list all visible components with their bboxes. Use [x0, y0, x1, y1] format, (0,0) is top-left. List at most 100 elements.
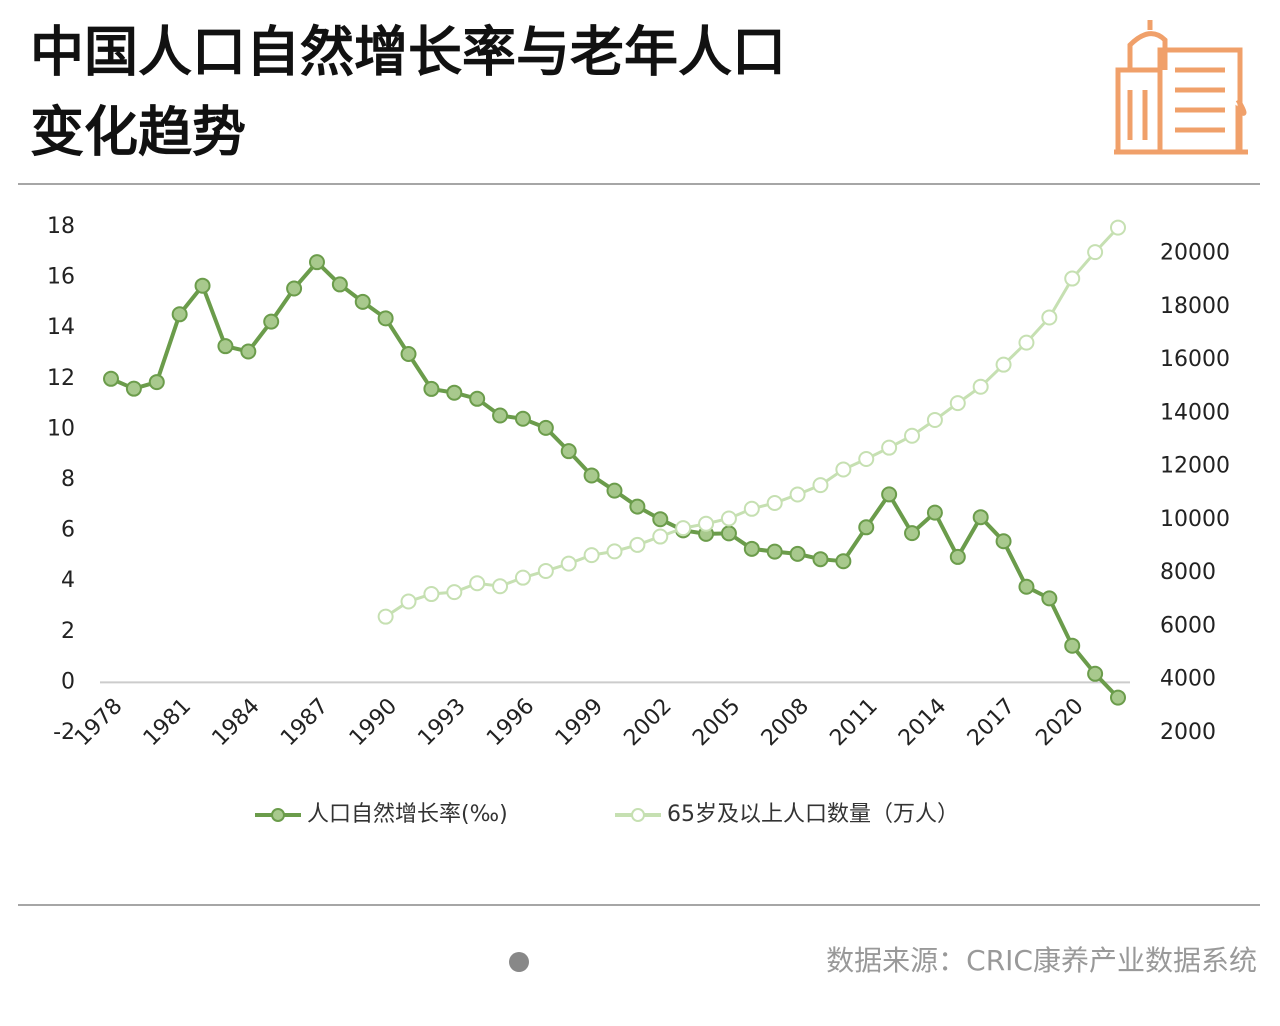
- y2-tick-label: 20000: [1160, 241, 1230, 266]
- point: [949, 548, 966, 565]
- y2-tick-label: 10000: [1160, 507, 1230, 532]
- point: [240, 343, 257, 360]
- point: [537, 419, 554, 436]
- point: [492, 407, 509, 424]
- point: [103, 370, 119, 387]
- point: [743, 540, 760, 557]
- y2-tick-label: 14000: [1160, 400, 1230, 425]
- point: [949, 395, 966, 412]
- point: [766, 495, 783, 512]
- point: [217, 338, 234, 355]
- series-line: [384, 226, 1120, 618]
- point: [812, 551, 829, 568]
- point: [812, 477, 829, 494]
- point: [926, 504, 943, 521]
- point: [789, 545, 806, 562]
- point: [308, 254, 325, 271]
- point: [537, 562, 554, 579]
- x-tick-label: 2011: [825, 694, 882, 751]
- footer-dot: [509, 952, 529, 972]
- point: [652, 528, 669, 545]
- point: [606, 482, 623, 499]
- x-tick-label: 1996: [482, 694, 539, 751]
- point: [1041, 309, 1058, 326]
- y2-tick-label: 6000: [1160, 613, 1216, 638]
- x-tick-label: 2014: [894, 694, 951, 751]
- legend-label: 人口自然增长率(‰): [307, 802, 508, 827]
- point: [1110, 219, 1126, 236]
- point: [514, 410, 531, 427]
- x-tick-label: 1990: [345, 694, 402, 751]
- point: [904, 525, 921, 542]
- y-tick-label: 10: [47, 416, 75, 441]
- point: [423, 380, 440, 397]
- point: [194, 277, 211, 294]
- point: [583, 547, 600, 564]
- point: [720, 525, 737, 542]
- y-tick-label: 16: [47, 265, 75, 290]
- point: [377, 608, 394, 625]
- point: [904, 427, 921, 444]
- point: [400, 346, 417, 363]
- point: [286, 280, 303, 297]
- y2-tick-label: 8000: [1160, 560, 1216, 585]
- point: [629, 498, 646, 515]
- point: [835, 461, 852, 478]
- point: [423, 586, 440, 603]
- legend-label: 65岁及以上人口数量（万人）: [667, 802, 959, 827]
- building-icon: [1114, 20, 1248, 155]
- point: [171, 306, 188, 323]
- point: [469, 390, 486, 407]
- point: [835, 553, 852, 570]
- point: [125, 380, 142, 397]
- x-tick-label: 1987: [276, 694, 333, 751]
- x-tick-label: 2002: [619, 694, 676, 751]
- y-tick-label: 14: [47, 315, 75, 340]
- point: [720, 510, 737, 527]
- x-tick-label: 2017: [963, 694, 1020, 751]
- y2-tick-label: 2000: [1160, 720, 1216, 745]
- point: [446, 384, 463, 401]
- point: [400, 593, 417, 610]
- point: [881, 486, 898, 503]
- y-tick-label: 12: [47, 366, 75, 391]
- point: [881, 439, 898, 456]
- point: [789, 486, 806, 503]
- y2-tick-label: 16000: [1160, 347, 1230, 372]
- point: [972, 509, 989, 526]
- x-tick-label: 2020: [1031, 694, 1088, 751]
- y2-tick-label: 12000: [1160, 454, 1230, 479]
- point: [743, 500, 760, 517]
- point: [995, 533, 1012, 550]
- point: [377, 310, 394, 327]
- x-tick-label: 2008: [757, 694, 814, 751]
- x-tick-label: 1978: [70, 694, 127, 751]
- source: 数据来源：CRIC康养产业数据系统: [826, 944, 1257, 977]
- point: [560, 443, 577, 460]
- point: [652, 511, 669, 528]
- legend-marker: [271, 808, 285, 822]
- point: [698, 515, 715, 532]
- x-tick-label: 2005: [688, 694, 745, 751]
- point: [469, 575, 486, 592]
- y-tick-label: 0: [61, 669, 75, 694]
- legend-marker: [631, 808, 645, 822]
- point: [492, 578, 509, 595]
- point: [331, 276, 348, 293]
- y-tick-label: -2: [53, 720, 75, 745]
- series-line: [110, 259, 1120, 699]
- point: [995, 356, 1012, 373]
- x-tick-label: 1999: [551, 694, 608, 751]
- point: [1110, 689, 1126, 706]
- y-tick-label: 4: [61, 568, 75, 593]
- point: [972, 378, 989, 395]
- point: [1087, 665, 1104, 682]
- y2-tick-label: 4000: [1160, 667, 1216, 692]
- point: [1087, 244, 1104, 261]
- point: [148, 374, 165, 391]
- point: [606, 543, 623, 560]
- point: [560, 555, 577, 572]
- chart-title: 中国人口自然增长率与老年人口: [30, 21, 786, 84]
